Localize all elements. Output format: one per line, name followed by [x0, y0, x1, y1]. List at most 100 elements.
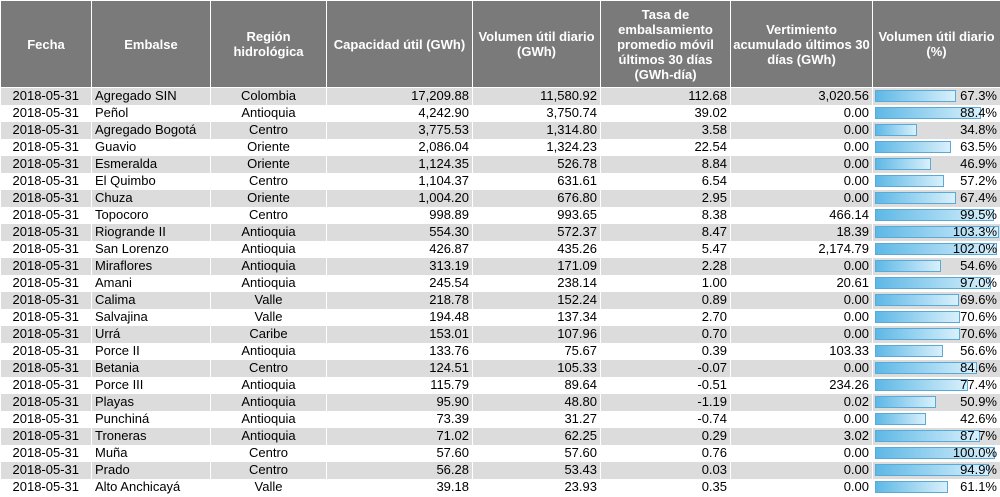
table-row: 2018-05-31 Urrá Caribe 153.01 107.96 0.70 0.00… [0, 325, 1000, 343]
cell-embalse: Guavio [91, 138, 211, 156]
cell-region: Antioquia [210, 104, 327, 122]
pct-label: 63.5% [960, 139, 997, 154]
table-row: 2018-05-31 San Lorenzo Antioquia 426.87 435.… [0, 240, 1000, 258]
cell-volumen: 48.80 [472, 393, 601, 411]
cell-region: Centro [210, 444, 327, 462]
cell-capacidad: 4,242.90 [326, 104, 473, 122]
cell-pct: 67.3% [872, 87, 1000, 105]
cell-region: Antioquia [210, 257, 327, 275]
cell-volumen: 993.65 [472, 206, 601, 224]
pct-label: 97.0% [960, 275, 997, 290]
cell-vertimiento: 0.00 [730, 308, 873, 326]
cell-tasa: 5.47 [600, 240, 731, 258]
pct-label: 67.3% [960, 88, 997, 104]
pct-data-bar [875, 259, 941, 272]
cell-fecha: 2018-05-31 [0, 155, 92, 173]
pct-data-bar [875, 395, 937, 408]
table-row: 2018-05-31 El Quimbo Centro 1,104.37 631.61 6… [0, 172, 1000, 190]
cell-embalse: Miraflores [91, 257, 211, 275]
cell-embalse: Riogrande II [91, 223, 211, 241]
cell-tasa: 2.95 [600, 189, 731, 207]
cell-fecha: 2018-05-31 [0, 342, 92, 360]
cell-pct: 34.8% [872, 121, 1000, 139]
cell-capacidad: 3,775.53 [326, 121, 473, 139]
cell-fecha: 2018-05-31 [0, 291, 92, 309]
cell-capacidad: 1,124.35 [326, 155, 473, 173]
cell-volumen: 572.37 [472, 223, 601, 241]
pct-label: 99.5% [960, 207, 997, 222]
cell-pct: 94.9% [872, 461, 1000, 479]
cell-tasa: 0.89 [600, 291, 731, 309]
cell-tasa: 2.28 [600, 257, 731, 275]
cell-volumen: 62.25 [472, 427, 601, 445]
pct-data-bar [875, 208, 995, 221]
cell-embalse: San Lorenzo [91, 240, 211, 258]
pct-data-bar [875, 463, 989, 476]
cell-pct: 56.6% [872, 342, 1000, 360]
table-row: 2018-05-31 Alto Anchicayá Valle 39.18 23.93 0… [0, 478, 1000, 496]
pct-data-bar [875, 361, 977, 374]
cell-vertimiento: 3.02 [730, 427, 873, 445]
cell-capacidad: 554.30 [326, 223, 473, 241]
cell-fecha: 2018-05-31 [0, 240, 92, 258]
cell-vertimiento: 0.00 [730, 410, 873, 428]
pct-label: 70.6% [960, 326, 997, 341]
cell-volumen: 435.26 [472, 240, 601, 258]
pct-label: 94.9% [960, 462, 997, 477]
table-body: 2018-05-31 Agregado SIN Colombia 17,209.88 1… [0, 87, 1000, 496]
cell-fecha: 2018-05-31 [0, 410, 92, 428]
table-row: 2018-05-31 Betania Centro 124.51 105.33 -0.07… [0, 359, 1000, 377]
cell-fecha: 2018-05-31 [0, 393, 92, 411]
pct-data-bar [875, 480, 949, 493]
pct-label: 50.9% [960, 394, 997, 409]
cell-volumen: 23.93 [472, 478, 601, 496]
cell-fecha: 2018-05-31 [0, 478, 92, 496]
cell-fecha: 2018-05-31 [0, 189, 92, 207]
pct-data-bar [875, 446, 995, 459]
cell-pct: 77.4% [872, 376, 1000, 394]
cell-volumen: 1,324.23 [472, 138, 601, 156]
pct-data-bar [875, 174, 944, 187]
cell-embalse: Calima [91, 291, 211, 309]
cell-region: Antioquia [210, 240, 327, 258]
cell-capacidad: 218.78 [326, 291, 473, 309]
cell-embalse: Alto Anchicayá [91, 478, 211, 496]
pct-label: 46.9% [960, 156, 997, 171]
cell-volumen: 137.34 [472, 308, 601, 326]
cell-region: Centro [210, 206, 327, 224]
cell-capacidad: 313.19 [326, 257, 473, 275]
cell-volumen: 105.33 [472, 359, 601, 377]
cell-embalse: Punchiná [91, 410, 211, 428]
cell-vertimiento: 0.00 [730, 155, 873, 173]
cell-pct: 50.9% [872, 393, 1000, 411]
cell-fecha: 2018-05-31 [0, 172, 92, 190]
cell-tasa: 8.47 [600, 223, 731, 241]
pct-label: 67.4% [960, 190, 997, 205]
pct-data-bar [875, 191, 956, 204]
cell-tasa: 0.39 [600, 342, 731, 360]
cell-capacidad: 17,209.88 [326, 87, 473, 105]
cell-tasa: 6.54 [600, 172, 731, 190]
pct-data-bar [875, 276, 992, 289]
cell-fecha: 2018-05-31 [0, 206, 92, 224]
cell-fecha: 2018-05-31 [0, 121, 92, 139]
cell-pct: 88.4% [872, 104, 1000, 122]
cell-region: Valle [210, 291, 327, 309]
cell-vertimiento: 0.00 [730, 121, 873, 139]
cell-vertimiento: 0.00 [730, 172, 873, 190]
cell-volumen: 11,580.92 [472, 87, 601, 105]
cell-volumen: 171.09 [472, 257, 601, 275]
cell-vertimiento: 0.00 [730, 257, 873, 275]
table-row: 2018-05-31 Calima Valle 218.78 152.24 0.89 0.0… [0, 291, 1000, 309]
cell-vertimiento: 0.00 [730, 478, 873, 496]
pct-data-bar [875, 90, 956, 102]
header-volumen: Volumen útil diario (GWh) [472, 0, 601, 88]
pct-data-bar [875, 140, 952, 153]
table-row: 2018-05-31 Riogrande II Antioquia 554.30 572… [0, 223, 1000, 241]
cell-fecha: 2018-05-31 [0, 223, 92, 241]
header-tasa: Tasa de embalsamiento promedio móvil últ… [600, 0, 731, 88]
cell-vertimiento: 0.00 [730, 138, 873, 156]
cell-pct: 103.3% [872, 223, 1000, 241]
cell-fecha: 2018-05-31 [0, 444, 92, 462]
